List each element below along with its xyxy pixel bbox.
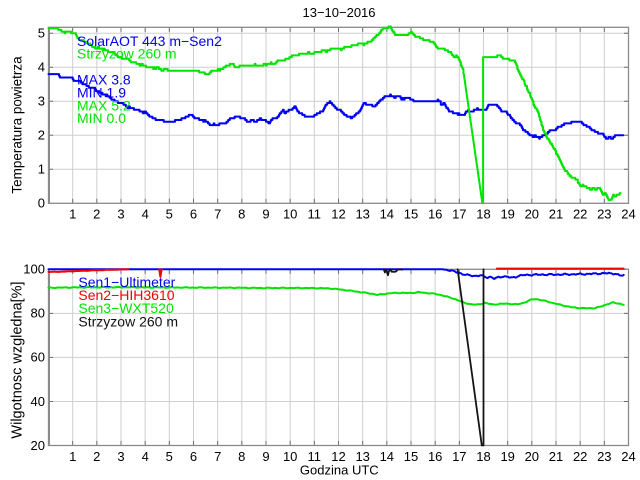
svg-text:15: 15 — [404, 207, 418, 222]
svg-text:Strzyzow 260 m: Strzyzow 260 m — [77, 46, 177, 62]
svg-text:100: 100 — [23, 262, 45, 277]
svg-text:Temperatura powietrza: Temperatura powietrza — [10, 56, 25, 194]
svg-text:8: 8 — [238, 207, 245, 222]
svg-text:7: 7 — [214, 207, 221, 222]
svg-text:6: 6 — [190, 207, 197, 222]
svg-text:18: 18 — [476, 207, 490, 222]
svg-text:10: 10 — [283, 207, 297, 222]
svg-text:16: 16 — [428, 449, 442, 464]
svg-text:12: 12 — [331, 207, 345, 222]
svg-text:24: 24 — [621, 449, 635, 464]
svg-text:5: 5 — [166, 449, 173, 464]
svg-text:11: 11 — [308, 449, 322, 464]
svg-text:21: 21 — [549, 207, 563, 222]
svg-text:15: 15 — [404, 449, 418, 464]
svg-text:1: 1 — [69, 207, 76, 222]
svg-text:3: 3 — [117, 449, 124, 464]
svg-text:5: 5 — [38, 26, 45, 41]
svg-text:2: 2 — [93, 207, 100, 222]
svg-text:3: 3 — [117, 207, 124, 222]
svg-text:21: 21 — [549, 449, 563, 464]
svg-text:MAX 5.2: MAX 5.2 — [77, 97, 131, 113]
svg-text:19: 19 — [500, 207, 514, 222]
svg-text:Sen3−WXT520: Sen3−WXT520 — [78, 300, 174, 316]
svg-text:Godzina UTC: Godzina UTC — [300, 463, 379, 478]
svg-text:Wilgotnosc wzgledna[%]: Wilgotnosc wzgledna[%] — [10, 281, 26, 438]
svg-text:13−10−2016: 13−10−2016 — [302, 5, 375, 20]
svg-text:9: 9 — [262, 449, 269, 464]
svg-text:MAX 3.8: MAX 3.8 — [77, 72, 131, 88]
svg-text:MIN 1.9: MIN 1.9 — [77, 85, 126, 101]
svg-text:7: 7 — [214, 449, 221, 464]
svg-text:Sen1−Ultimeter: Sen1−Ultimeter — [78, 274, 175, 290]
svg-text:13: 13 — [355, 449, 369, 464]
svg-text:6: 6 — [190, 449, 197, 464]
svg-text:16: 16 — [428, 207, 442, 222]
svg-text:20: 20 — [525, 207, 539, 222]
svg-text:40: 40 — [31, 394, 45, 409]
svg-text:2: 2 — [38, 128, 45, 143]
svg-text:1: 1 — [38, 162, 45, 177]
svg-text:60: 60 — [31, 350, 45, 365]
svg-text:80: 80 — [31, 306, 45, 321]
svg-text:20: 20 — [31, 438, 45, 453]
svg-text:12: 12 — [331, 449, 345, 464]
svg-text:2: 2 — [93, 449, 100, 464]
svg-text:19: 19 — [500, 449, 514, 464]
svg-text:0: 0 — [38, 196, 45, 211]
svg-text:14: 14 — [380, 207, 394, 222]
svg-text:22: 22 — [573, 207, 587, 222]
svg-text:23: 23 — [597, 207, 611, 222]
svg-text:18: 18 — [476, 449, 490, 464]
svg-text:3: 3 — [38, 94, 45, 109]
svg-text:5: 5 — [166, 207, 173, 222]
svg-text:23: 23 — [597, 449, 611, 464]
svg-text:1: 1 — [69, 449, 76, 464]
svg-text:17: 17 — [452, 207, 466, 222]
svg-text:13: 13 — [355, 207, 369, 222]
svg-text:24: 24 — [621, 207, 635, 222]
svg-text:4: 4 — [38, 60, 45, 75]
svg-text:4: 4 — [142, 449, 149, 464]
svg-text:22: 22 — [573, 449, 587, 464]
svg-text:Sen2−HIH3610: Sen2−HIH3610 — [78, 287, 174, 303]
svg-text:10: 10 — [283, 449, 297, 464]
svg-text:20: 20 — [525, 449, 539, 464]
svg-text:9: 9 — [262, 207, 269, 222]
svg-text:11: 11 — [308, 207, 322, 222]
svg-text:4: 4 — [142, 207, 149, 222]
svg-text:8: 8 — [238, 449, 245, 464]
svg-text:MIN 0.0: MIN 0.0 — [77, 110, 126, 126]
svg-text:14: 14 — [380, 449, 394, 464]
svg-text:17: 17 — [452, 449, 466, 464]
svg-text:Strzyzow 260 m: Strzyzow 260 m — [78, 313, 178, 329]
svg-text:SolarAOT 443 m−Sen2: SolarAOT 443 m−Sen2 — [77, 33, 222, 49]
